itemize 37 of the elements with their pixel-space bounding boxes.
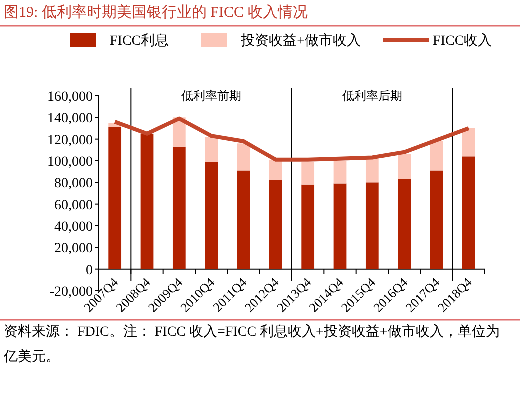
bar xyxy=(205,162,218,270)
y-tick-label: 100,000 xyxy=(48,155,93,170)
text: 资料来源： FDIC。注： FICC 收入=FICC 利息收入+投资收益+做市收入，单位为亿美元。 xyxy=(4,323,501,367)
y-tick-label: 20,000 xyxy=(54,242,93,257)
bar xyxy=(430,170,444,270)
bar xyxy=(334,184,347,270)
bar xyxy=(237,144,250,171)
bar xyxy=(366,182,379,270)
bar xyxy=(237,170,250,270)
y-tick-label: 120,000 xyxy=(48,133,93,148)
bar xyxy=(398,179,412,270)
y-tick-label: 40,000 xyxy=(54,220,93,235)
y-tick-label: 160,000 xyxy=(48,90,93,105)
bar xyxy=(269,180,282,270)
y-tick-label: 0 xyxy=(86,263,93,278)
bar xyxy=(172,146,186,270)
y-tick-label: 140,000 xyxy=(48,112,93,127)
legend-label: FICC收入 xyxy=(433,33,492,49)
annotation: 低利率前期 xyxy=(182,89,242,103)
bar xyxy=(334,161,347,184)
annotation: 低利率后期 xyxy=(342,89,402,103)
bar xyxy=(140,134,154,270)
bar xyxy=(462,156,476,270)
chart-title: 图19: 低利率时期美国银行业的 FICC 收入情况 xyxy=(4,3,308,22)
bar xyxy=(302,162,315,185)
bar xyxy=(108,127,122,270)
bar xyxy=(462,128,476,157)
bar xyxy=(366,158,379,183)
bar xyxy=(430,142,444,171)
bar xyxy=(205,137,218,162)
y-tick-label: 80,000 xyxy=(54,176,93,192)
legend-label: FICC利息 xyxy=(110,33,170,49)
bar xyxy=(398,154,412,180)
bar xyxy=(302,184,315,270)
y-tick-label: 60,000 xyxy=(54,198,93,214)
bar xyxy=(269,160,282,180)
legend-label: 投资收益+做市收入 xyxy=(240,33,362,49)
